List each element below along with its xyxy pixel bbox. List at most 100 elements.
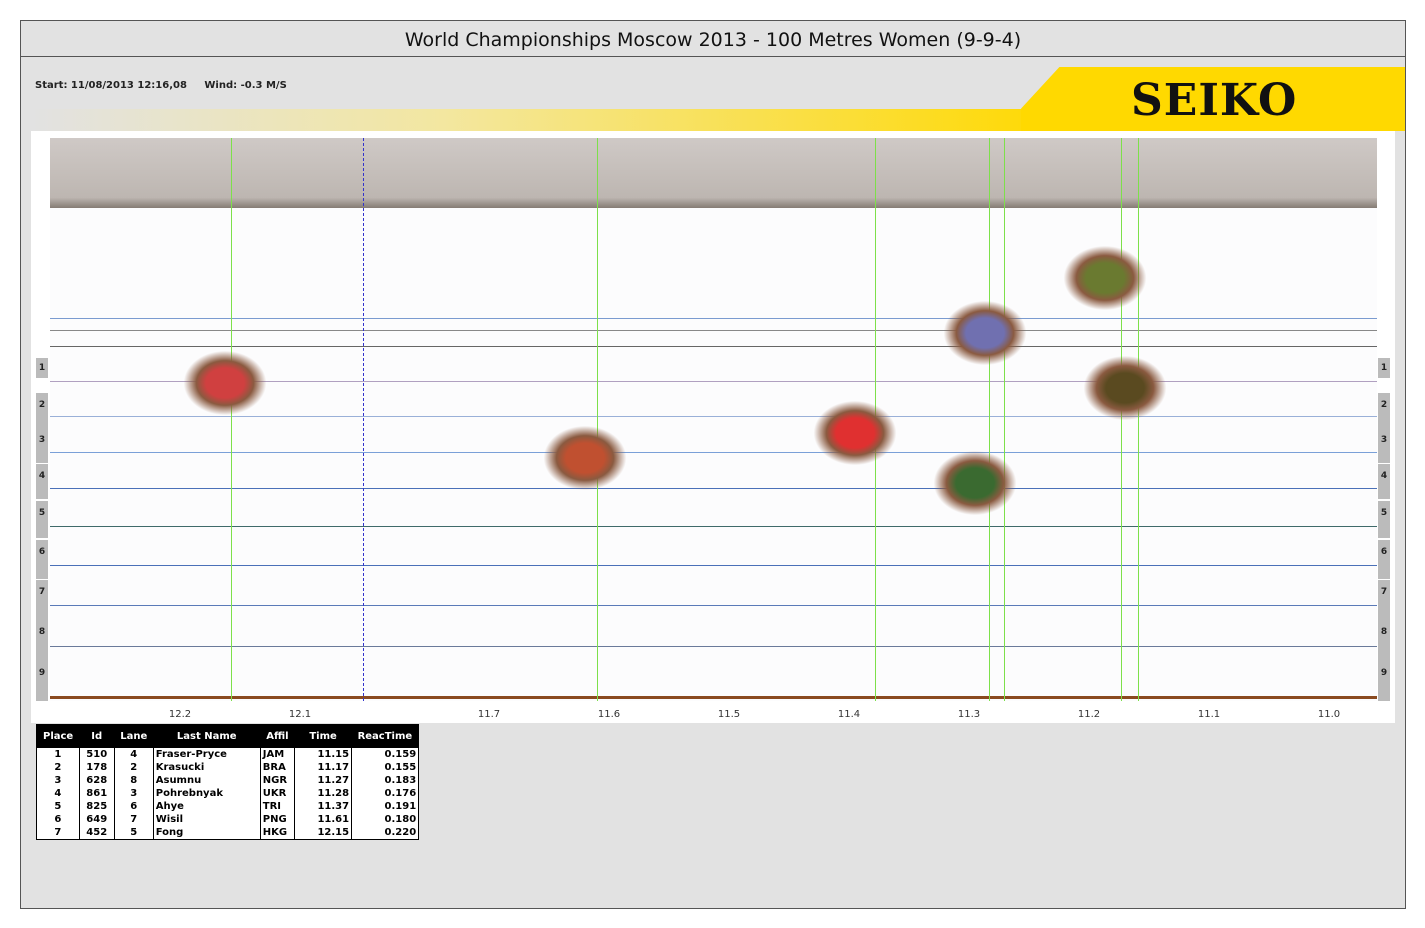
seiko-logo: SEIKO [1131,75,1298,126]
time-tick-label: 11.7 [477,709,501,720]
table-cell: TRI [259,800,295,813]
lane-label: 9 [1378,661,1390,701]
finish-marker-line[interactable] [989,138,990,701]
lane-label: 3 [36,428,48,463]
lane-line [50,318,1377,319]
table-cell: 178 [78,761,115,774]
table-cell: 3 [36,774,80,787]
table-cell: UKR [259,787,295,800]
time-tick-label: 11.1 [1197,709,1221,720]
table-cell: 5 [113,826,154,840]
table-row: 6 649 7 Wisil PNG 11.61 0.180 [36,813,419,826]
table-cell: 12.15 [294,826,352,840]
race-info: Start: 11/08/2013 12:16,08 Wind: -0.3 M/… [35,80,301,91]
table-cell: 2 [113,761,154,774]
table-cell: 0.183 [351,774,419,787]
table-cell: 825 [78,800,115,813]
table-cell: 8 [113,774,154,787]
table-cell: 11.17 [294,761,352,774]
table-cell: 628 [78,774,115,787]
photo-finish-report: World Championships Moscow 2013 - 100 Me… [20,20,1406,909]
lane-label: 3 [1378,428,1390,463]
finish-marker-line[interactable] [597,138,598,701]
time-tick-label: 12.1 [288,709,312,720]
table-row: 2 178 2 Krasucki BRA 11.17 0.155 [36,761,419,774]
table-cell: 11.61 [294,813,352,826]
table-cell: 6 [113,800,154,813]
table-cell: 0.159 [351,748,419,761]
lane-label: 8 [36,620,48,661]
table-cell: 0.180 [351,813,419,826]
lane-line [50,452,1377,453]
column-header: ReacTime [351,724,419,748]
finish-marker-line[interactable] [231,138,232,701]
finish-marker-line[interactable] [1004,138,1005,701]
column-header: Affil [260,724,295,748]
start-time: Start: 11/08/2013 12:16,08 [35,80,187,91]
lane-label: 1 [36,358,48,378]
brand-banner [1021,67,1405,131]
stand-background [50,138,1377,208]
table-cell: 4 [113,748,154,761]
table-cell: 11.15 [294,748,352,761]
table-cell: 6 [36,813,80,826]
table-cell: 2 [36,761,80,774]
time-cursor-line[interactable] [363,138,364,701]
wind: Wind: -0.3 M/S [204,80,287,91]
lane-label: 2 [36,393,48,428]
column-header: Last Name [153,724,261,748]
table-row: 1 510 4 Fraser-Pryce JAM 11.15 0.159 [36,748,419,761]
lane-label: 5 [36,501,48,538]
table-cell: 5 [36,800,80,813]
runner-image [180,348,270,418]
table-cell: 0.191 [351,800,419,813]
table-cell: 0.176 [351,787,419,800]
table-cell: 11.27 [294,774,352,787]
table-cell: BRA [259,761,295,774]
time-tick-label: 11.6 [597,709,621,720]
lane-line [50,346,1377,347]
table-cell: 510 [78,748,115,761]
lane-line [50,646,1377,647]
table-cell: 4 [36,787,80,800]
time-tick-label: 12.2 [168,709,192,720]
runner-image [940,298,1030,368]
time-tick-label: 11.4 [837,709,861,720]
time-tick-label: 11.0 [1317,709,1341,720]
column-header: Id [79,724,115,748]
lane-label: 8 [1378,620,1390,661]
table-cell: 3 [113,787,154,800]
time-tick-label: 11.2 [1077,709,1101,720]
table-row: 7 452 5 Fong HKG 12.15 0.220 [36,826,419,840]
table-row: 3 628 8 Asumnu NGR 11.27 0.183 [36,774,419,787]
runner-image [540,423,630,493]
table-cell: NGR [259,774,295,787]
table-cell: 452 [78,826,115,840]
page-title: World Championships Moscow 2013 - 100 Me… [21,21,1405,57]
table-cell: 7 [36,826,80,840]
table-cell: 11.28 [294,787,352,800]
table-cell: JAM [259,748,295,761]
table-cell: 1 [36,748,80,761]
column-header: Place [36,724,80,748]
lane-label: 4 [1378,464,1390,499]
time-tick-label: 11.5 [717,709,741,720]
runner-image [1060,243,1150,313]
lane-label: 7 [36,580,48,620]
lane-line [50,565,1377,566]
lane-label: 6 [36,540,48,579]
lane-line [50,330,1377,331]
lane-line [50,605,1377,606]
table-cell: 861 [78,787,115,800]
lane-line [50,526,1377,527]
table-row: 5 825 6 Ahye TRI 11.37 0.191 [36,800,419,813]
table-cell: Krasucki [152,761,261,774]
table-cell: PNG [259,813,295,826]
runner-image [810,398,900,468]
table-row: 4 861 3 Pohrebnyak UKR 11.28 0.176 [36,787,419,800]
lane-label: 7 [1378,580,1390,620]
table-cell: 7 [113,813,154,826]
table-cell: 11.37 [294,800,352,813]
lane-line [50,488,1377,489]
lane-line [50,381,1377,382]
